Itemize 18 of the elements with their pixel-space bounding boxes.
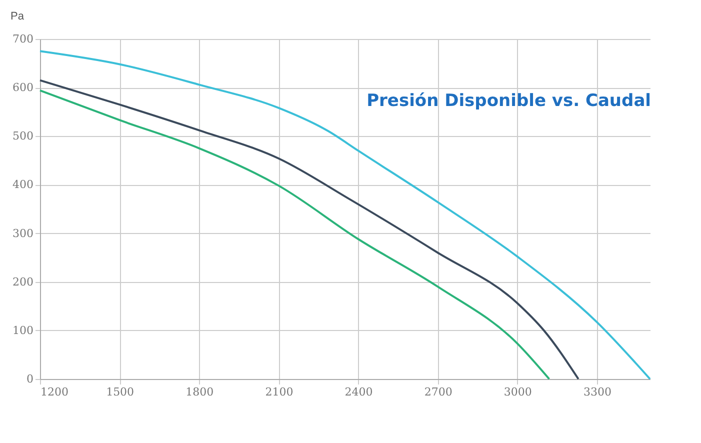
x-tick-label: 2700 bbox=[424, 386, 452, 398]
y-tick-label: 0 bbox=[26, 372, 34, 386]
y-tick-label: 400 bbox=[12, 178, 34, 192]
y-tick-label: 100 bbox=[12, 324, 34, 337]
x-tick-label: 1200 bbox=[40, 386, 68, 398]
y-tick-label: 200 bbox=[12, 275, 34, 288]
x-tick-label: 1500 bbox=[106, 386, 134, 398]
y-tick-label: 600 bbox=[12, 81, 34, 94]
x-tick-label: 3300 bbox=[583, 386, 612, 398]
y-tick-label: 300 bbox=[12, 226, 34, 240]
x-tick-label: 2100 bbox=[265, 386, 294, 398]
x-tick-label: 1800 bbox=[186, 386, 214, 398]
y-axis-title: Pa bbox=[10, 10, 25, 22]
x-tick-label: 3000 bbox=[504, 386, 532, 398]
y-tick-label: 700 bbox=[12, 32, 34, 46]
text: Presión Disponible vs. Caudal bbox=[366, 91, 651, 111]
x-tick-label: 2400 bbox=[344, 386, 373, 398]
y-tick-label: 500 bbox=[12, 130, 34, 143]
